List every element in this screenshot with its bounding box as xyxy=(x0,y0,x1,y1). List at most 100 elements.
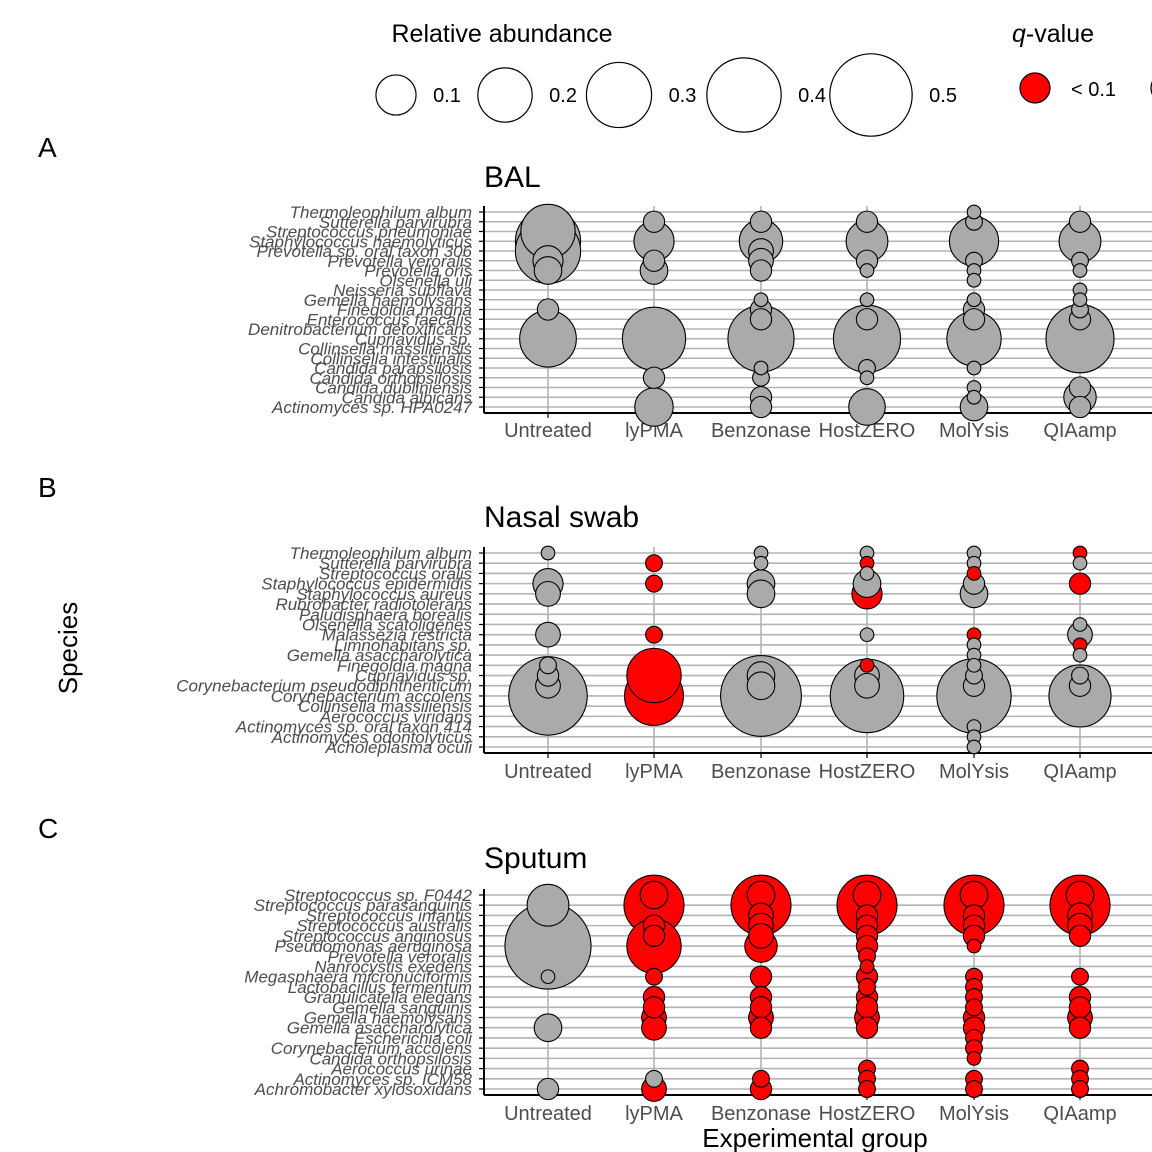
species-label: Candida albicans xyxy=(342,388,473,407)
bubble-qiaamp-cupriavidus-sp xyxy=(1071,666,1089,685)
legend-size-label: 0.4 xyxy=(798,85,826,107)
bubble-benzonase-gemella-haemolysans xyxy=(753,292,769,308)
bubble-lypma-gemella-sanguinis xyxy=(642,996,666,1019)
species-label: Sutterella parvirubra xyxy=(319,213,472,232)
bubble-hostzero-streptococcus-oralis xyxy=(859,566,875,581)
species-label: Collinsella massiliensis xyxy=(298,697,472,716)
bubble-benzonase-prevotella-oris xyxy=(749,259,773,282)
species-label: Streptococcus oralis xyxy=(319,564,473,583)
bubble-benzonase-actinomyces-sp-hpa0247 xyxy=(749,395,773,419)
species-label: Corynebacterium accolens xyxy=(271,1039,473,1058)
species-label: Aerococcus urinae xyxy=(330,1060,472,1079)
legend-size-label: 0.2 xyxy=(549,85,577,107)
bubble-benzonase-streptococcus-anginosus xyxy=(748,922,774,949)
bubble-molysis-gemella-sanguinis xyxy=(965,998,983,1017)
species-label: Paludisphaera borealis xyxy=(299,605,472,624)
species-label: Actinomyces sp. ICM58 xyxy=(292,1070,472,1089)
species-label: Gemella haemolysans xyxy=(304,291,473,310)
species-label: Collinsella intestinalis xyxy=(310,349,472,368)
panel-letter: A xyxy=(38,132,57,163)
bubble-molysis-enterococcus-faecalis xyxy=(962,308,986,331)
species-label: Finegoldia magna xyxy=(337,301,472,320)
legend-size-key-3 xyxy=(706,57,782,133)
bubble-lypma-candida-orthopsilosis xyxy=(642,366,666,389)
bubble-benzonase-sutterella-parvirubra xyxy=(753,555,769,571)
legend-size-key-2 xyxy=(585,61,653,129)
bubble-molysis-gemella-haemolysans xyxy=(966,292,982,308)
bubble-hostzero-corynebacterium-pseudodiphtheriticum xyxy=(854,672,880,699)
species-label: Pseudomonas aeruginosa xyxy=(274,937,472,956)
panel-letter: B xyxy=(38,472,57,503)
bubble-hostzero-finegoldia-magna xyxy=(859,657,875,673)
bubble-molysis-streptococcus-oralis xyxy=(966,566,982,581)
group-label: lyPMA xyxy=(625,420,683,442)
legend-size-keys: 0.1 0.2 0.3 0.4 0.5 xyxy=(375,53,957,137)
bubble-benzonase-enterococcus-faecalis xyxy=(749,308,773,331)
species-label: Cupriavidus sp. xyxy=(355,667,472,686)
bubble-lypma-cupriavidus-sp xyxy=(621,306,687,371)
species-label: Denitrobacterium detoxificans xyxy=(248,320,472,339)
group-label: MolYsis xyxy=(939,1103,1009,1125)
bubble-lypma-prevotella-veroralis xyxy=(642,249,666,272)
species-label: Streptococcus sp. F0442 xyxy=(284,886,473,905)
bubble-untreated-prevotella-oris xyxy=(533,256,563,285)
bubble-untreated-staphylococcus-aureus xyxy=(535,580,561,607)
x-axis-title: Experimental group xyxy=(702,1123,927,1152)
bubble-lypma-streptococcus-anginosus xyxy=(642,924,666,948)
species-label: Escherichia coli xyxy=(354,1029,473,1048)
bubble-hostzero-gemella-sanguinis xyxy=(855,996,879,1019)
group-label: Untreated xyxy=(504,1103,592,1125)
y-axis-title: Species xyxy=(53,602,83,695)
bubble-hostzero-gemella-haemolysans xyxy=(859,292,875,308)
species-label: Thermoleophilum album xyxy=(290,203,472,222)
species-label: Malassezia restricta xyxy=(322,626,472,645)
group-label: QIAamp xyxy=(1043,1103,1116,1125)
species-label: Gemella haemolysans xyxy=(304,1009,473,1028)
bubble-untreated-streptococcus-parasanguinis xyxy=(526,883,570,927)
legend-size-label: 0.3 xyxy=(669,85,697,107)
bubble-qiaamp-staphylococcus-epidermidis xyxy=(1068,572,1092,595)
species-label: Corynebacterium accolens xyxy=(271,687,473,706)
species-label: Staphylococcus aureus xyxy=(296,585,472,604)
panel-nasal-swab: B Nasal swab Thermoleophilum albumSutterel… xyxy=(38,472,1152,783)
bubble-qiaamp-actinomyces-sp-hpa0247 xyxy=(1068,395,1092,419)
group-label: HostZERO xyxy=(819,1103,916,1125)
panel-letter: C xyxy=(38,813,58,844)
species-label: Finegoldia magna xyxy=(337,656,472,675)
bubble-lypma-cupriavidus-sp xyxy=(626,647,682,704)
species-label: Acholeplasma oculi xyxy=(325,738,474,757)
bubble-lypma-gemella-asaccharolytica xyxy=(641,1014,667,1041)
bubble-untreated-finegoldia-magna xyxy=(539,656,557,675)
bubble-qiaamp-gemella-asaccharolytica xyxy=(1068,1016,1092,1039)
group-label: QIAamp xyxy=(1043,420,1116,442)
bubble-hostzero-candida-orthopsilosis xyxy=(859,370,875,386)
group-label: Benzonase xyxy=(711,420,811,442)
bubble-untreated-malassezia-restricta xyxy=(535,621,561,648)
bubble-hostzero-sutterella-parvirubra xyxy=(855,210,879,233)
species-label: Thermoleophilum album xyxy=(290,544,472,563)
bubble-benzonase-gemella-sanguinis xyxy=(749,996,773,1019)
species-label: Gemella asaccharolytica xyxy=(287,646,472,665)
species-label: Sutterella parvirubra xyxy=(319,554,472,573)
group-label: HostZERO xyxy=(819,761,916,783)
species-label: Streptococcus pneumoniae xyxy=(266,223,472,242)
bubble-qiaamp-prevotella-oris xyxy=(1072,263,1088,278)
bubble-molysis-achromobacter-xylosoxidans xyxy=(965,1080,983,1098)
bubble-qiaamp-gemella-sanguinis xyxy=(1068,996,1092,1019)
species-label: Achromobacter xylosoxidans xyxy=(254,1080,473,1099)
bubble-lypma-sutterella-parvirubra xyxy=(645,554,663,573)
bubble-benzonase-megasphaera-micronuciformis xyxy=(749,965,773,988)
species-label: Prevotella veroralis xyxy=(327,947,472,966)
species-label: Actinomyces sp. HPA0247 xyxy=(271,398,473,417)
bubble-lypma-streptococcus-sp-f0442 xyxy=(639,880,669,910)
bubble-untreated-finegoldia-magna xyxy=(536,298,560,321)
bubble-hostzero-enterococcus-faecalis xyxy=(855,308,879,331)
bubble-molysis-pseudomonas-aeruginosa xyxy=(966,938,982,954)
legend-size-label: 0.1 xyxy=(433,85,461,107)
species-label: Collinsella massiliensis xyxy=(298,340,472,359)
species-label: Prevotella oris xyxy=(364,262,472,281)
